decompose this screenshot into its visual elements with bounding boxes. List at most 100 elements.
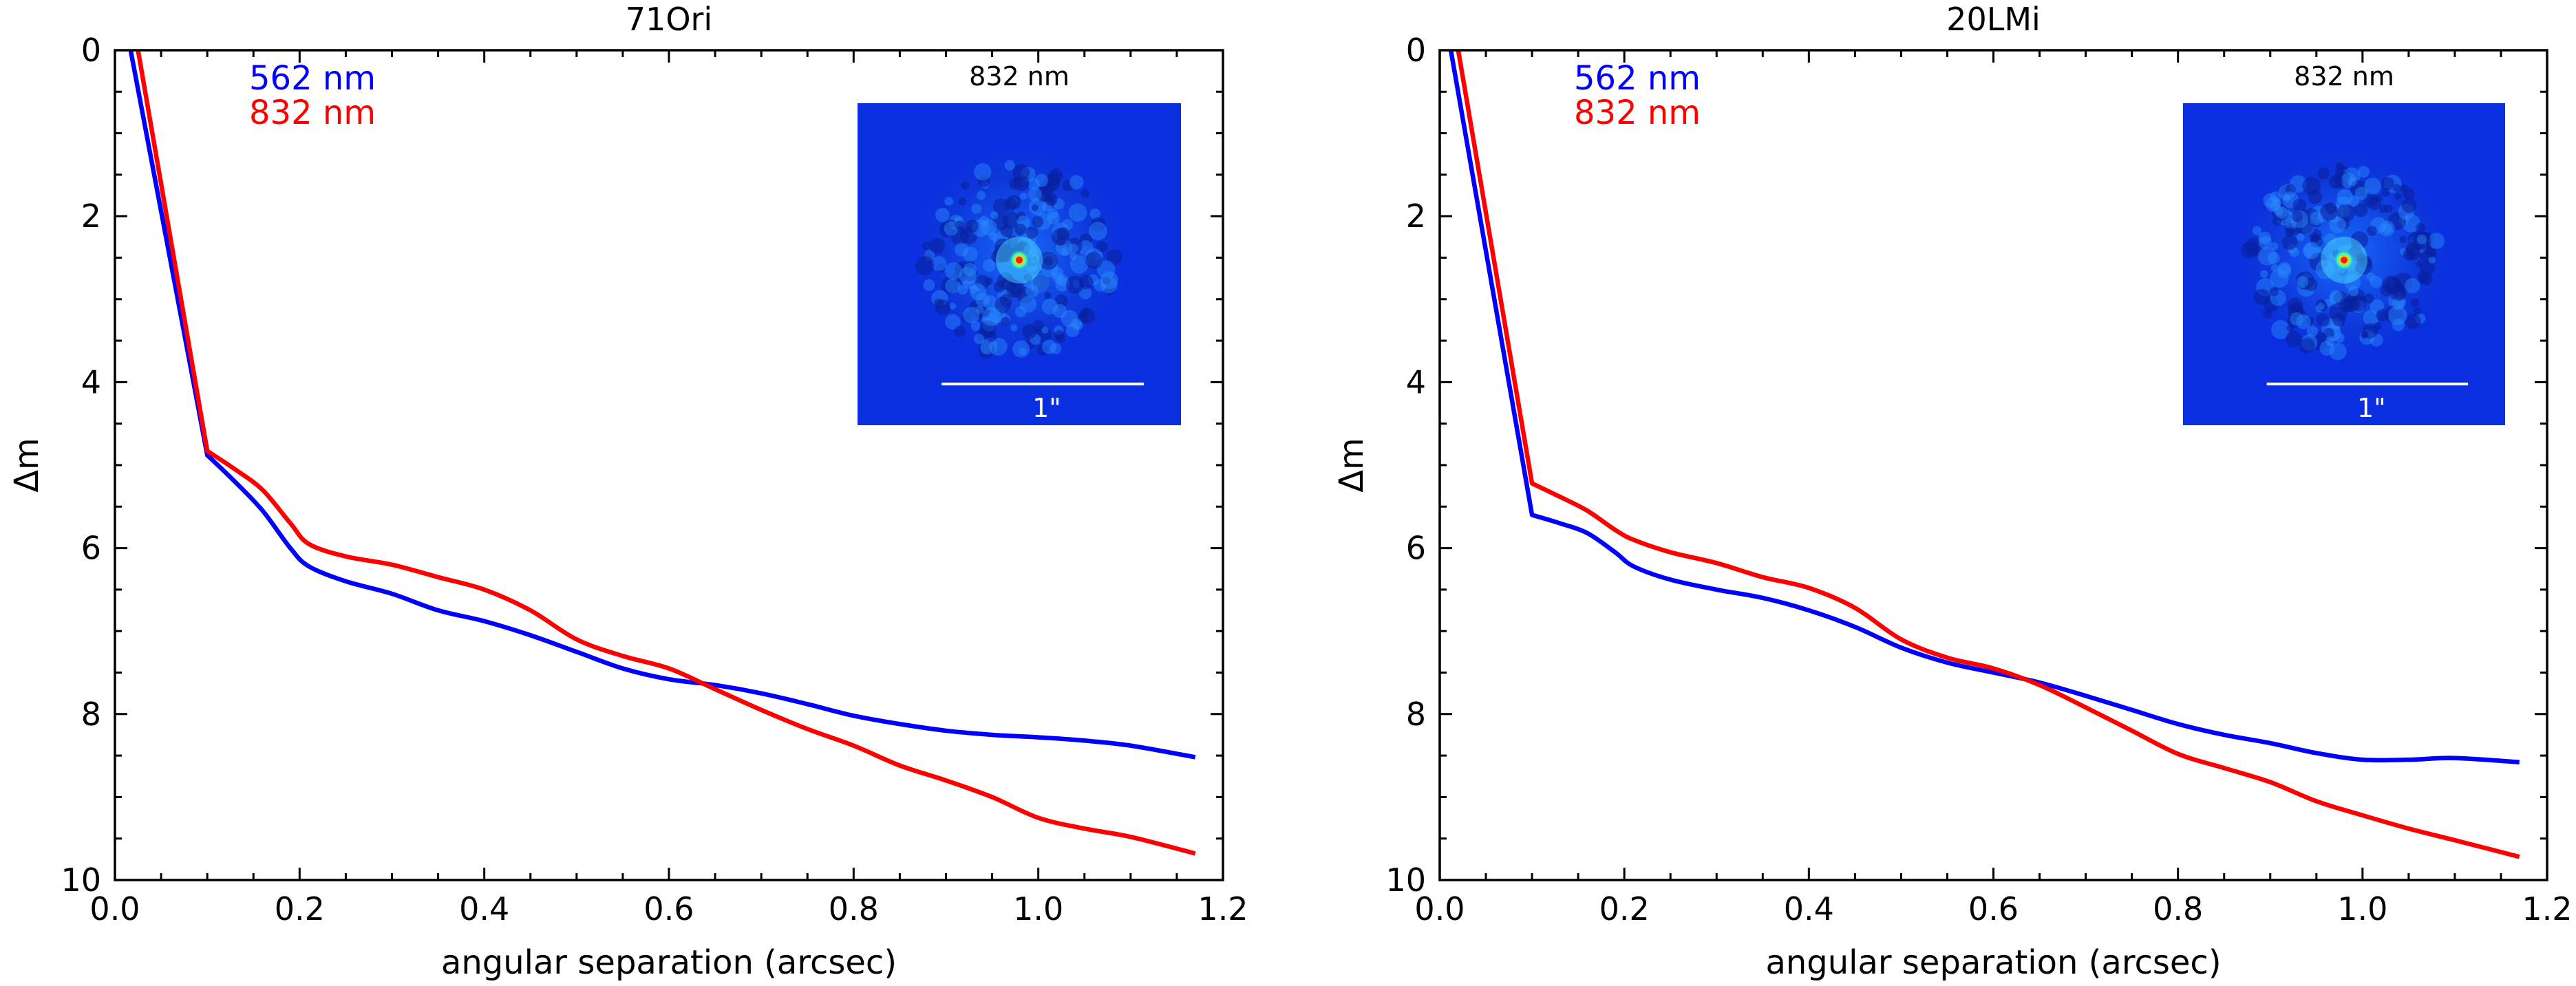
inset-speckles <box>2241 162 2445 361</box>
inset-speckle <box>1022 323 1037 339</box>
inset-speckle <box>2315 259 2335 279</box>
y-tick-label: 10 <box>1385 861 1426 899</box>
inset-speckle <box>980 342 992 354</box>
inset-speckle <box>1049 169 1063 182</box>
inset-speckle <box>955 220 965 231</box>
inset-speckle <box>2317 167 2330 180</box>
legend-entry-832-nm: 832 nm <box>249 94 376 132</box>
inset-speckle <box>1019 296 1037 313</box>
inset-speckle <box>2385 305 2403 323</box>
inset-speckle <box>1012 164 1030 181</box>
inset-speckle <box>2393 288 2405 301</box>
inset-speckle <box>2329 290 2342 303</box>
inset-speckle <box>2344 274 2361 291</box>
inset-speckle <box>941 277 958 294</box>
inset-speckle <box>1039 251 1058 270</box>
inset-speckle <box>2324 233 2337 246</box>
inset-speckle <box>2348 286 2359 297</box>
inset-speckle <box>2281 234 2298 250</box>
inset-speckle <box>2277 261 2291 275</box>
inset-speckle <box>2258 231 2271 245</box>
inset-speckle <box>2425 248 2436 258</box>
inset-speckle <box>984 277 993 286</box>
inset-speckle <box>1054 330 1065 341</box>
series-line-832-nm <box>1456 50 2520 859</box>
inset-speckle <box>970 283 987 301</box>
legend-entry-562-nm: 562 nm <box>1574 59 1701 98</box>
inset-speckle <box>944 197 953 206</box>
inset-speckle <box>2403 248 2416 261</box>
inset-speckle <box>1035 326 1052 343</box>
inset-speckle <box>929 238 946 254</box>
inset-speckle <box>974 334 984 345</box>
inset-speckle <box>2284 194 2291 202</box>
inset-speckle <box>1004 160 1015 171</box>
inset-speckle <box>2299 338 2315 354</box>
inset-speckle <box>1028 178 1040 190</box>
inset-speckle <box>955 242 968 257</box>
inset-speckle <box>1015 306 1027 318</box>
inset-speckle <box>2303 277 2318 292</box>
inset-speckle <box>1096 241 1108 253</box>
y-tick-label: 6 <box>1406 530 1426 567</box>
inset-speckle <box>2382 223 2393 235</box>
inset-speckle <box>2387 211 2407 231</box>
inset-speckle <box>2241 242 2259 259</box>
inset-speckle <box>2357 166 2370 178</box>
inset-speckle <box>2410 298 2420 308</box>
inset-speckle <box>975 292 990 307</box>
inset-speckle <box>1081 189 1090 198</box>
inset-speckle <box>2270 242 2279 250</box>
inset-speckle <box>1020 192 1028 200</box>
inset-speckle <box>1028 187 1042 202</box>
inset-speckle <box>1001 254 1010 262</box>
inset-speckle <box>1069 255 1089 274</box>
inset-speckle <box>2285 184 2296 195</box>
y-tick-label: 0 <box>81 32 101 69</box>
inset-speckle <box>950 226 969 246</box>
inset-speckle <box>958 197 967 206</box>
inset-speckle <box>1063 180 1074 191</box>
inset-speckle <box>1047 208 1058 219</box>
inset-speckle <box>1014 224 1027 236</box>
inset-speckle <box>977 191 986 200</box>
inset-speckle-image: 832 nm 1" <box>858 61 1181 425</box>
inset-speckle <box>1069 175 1084 190</box>
series-lines <box>1448 50 2520 859</box>
inset-speckle <box>2363 310 2379 326</box>
inset-speckle <box>949 302 957 310</box>
x-axis-label: angular separation (arcsec) <box>1765 943 2221 982</box>
x-tick-label: 0.2 <box>275 890 325 928</box>
inset-speckle <box>2320 203 2338 221</box>
inset-speckle <box>1036 343 1048 356</box>
inset-speckle <box>993 281 1005 293</box>
inset-speckle <box>1001 317 1010 326</box>
chart-title: 71Ori <box>626 1 712 38</box>
y-tick-label: 10 <box>61 861 101 899</box>
inset-speckle <box>979 215 990 226</box>
inset-speckle <box>1031 204 1039 211</box>
inset-speckle <box>2329 216 2346 234</box>
y-axis-label: Δm <box>8 438 46 493</box>
inset-speckle <box>1009 177 1021 190</box>
inset-speckle <box>1068 244 1078 254</box>
inset-speckle <box>2296 276 2308 288</box>
inset-speckle <box>1006 279 1025 298</box>
inset-speckle <box>922 242 930 250</box>
inset-speckle <box>974 163 992 181</box>
inset-speckle <box>944 262 963 280</box>
series-line-832-nm <box>136 50 1196 856</box>
chart-title: 20LMi <box>1946 1 2041 38</box>
inset-speckle <box>1047 211 1060 225</box>
inset-speckle <box>2417 270 2430 283</box>
x-tick-label: 0.0 <box>89 890 140 928</box>
inset-speckle <box>936 264 945 272</box>
inset-speckle <box>2292 198 2307 213</box>
inset-speckle <box>915 256 935 275</box>
inset-speckle <box>2428 233 2445 249</box>
series-line-562-nm <box>128 50 1196 760</box>
inset-speckle <box>2364 178 2381 195</box>
inset-speckle <box>1078 275 1094 290</box>
inset-speckle <box>1065 323 1080 337</box>
